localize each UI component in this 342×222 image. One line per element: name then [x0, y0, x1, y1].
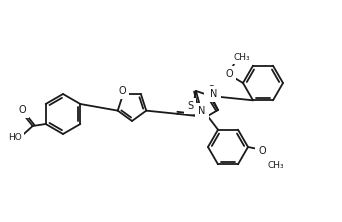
- Text: S: S: [187, 101, 193, 111]
- Text: N: N: [210, 89, 218, 99]
- Text: O: O: [118, 86, 126, 96]
- Text: HO: HO: [8, 133, 22, 143]
- Text: O: O: [225, 69, 233, 79]
- Text: N: N: [198, 106, 206, 116]
- Text: CH₃: CH₃: [234, 52, 250, 61]
- Text: CH₃: CH₃: [268, 161, 284, 170]
- Text: O: O: [258, 146, 266, 156]
- Text: O: O: [207, 85, 215, 95]
- Text: O: O: [19, 105, 26, 115]
